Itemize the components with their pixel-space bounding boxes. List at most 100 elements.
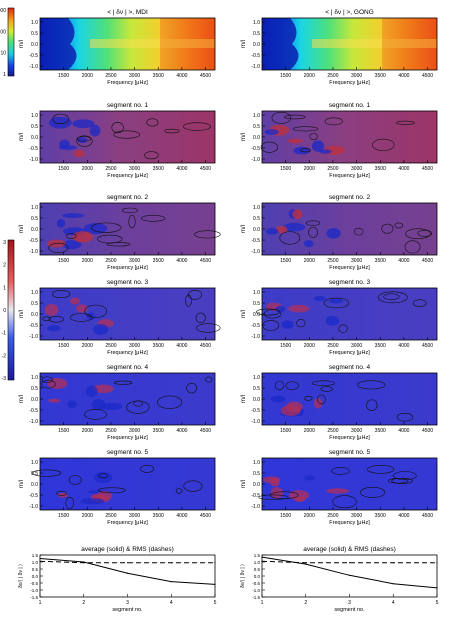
x-tick-label: 4000 [398, 343, 409, 349]
segment-title: segment no. 5 [107, 449, 149, 456]
data-point [305, 562, 307, 564]
y-tick-label: -0.5 [251, 408, 260, 414]
colorbar-tick-label: 1 [3, 72, 6, 78]
contour-line [292, 126, 319, 132]
y-axis-label: m/l [241, 395, 247, 403]
x-tick-label: 4500 [422, 343, 433, 349]
panel-gong-1: 1.0 0.5 0.0 -0.5 -1.0 m/l 1500 2000 2500 3000 3500… [241, 102, 438, 179]
chart-frame [39, 554, 216, 598]
heatmap-fill [40, 458, 215, 510]
contour-line [133, 400, 143, 407]
contour-line [309, 132, 318, 141]
heatmap-fill [262, 458, 437, 510]
data-point [126, 562, 129, 564]
y-tick-label: 0.5 [253, 216, 260, 222]
y-tick-label: 0.0 [253, 312, 260, 318]
x-tick-label: 4500 [422, 166, 433, 172]
data-point [170, 562, 172, 564]
anomaly-blob [62, 213, 85, 218]
x-tick-label: 4500 [200, 513, 211, 519]
colorbar-tick-label: 100 [0, 29, 6, 35]
y-tick-label: 0.5 [31, 31, 38, 37]
y-tick-label: 0.5 [253, 471, 260, 477]
data-point [261, 556, 263, 558]
y-axis-label: m/l [241, 133, 247, 141]
y-tick-label: -1.0 [251, 64, 260, 70]
contour-line [338, 324, 348, 333]
x-tick-label: 2000 [304, 166, 315, 172]
x-tick-label: 4000 [398, 166, 409, 172]
segment-title: segment no. 3 [107, 279, 149, 286]
y-tick-label: -1.0 [29, 64, 38, 70]
anomaly-blob [293, 146, 311, 155]
y-tick-label: -0.5 [29, 323, 38, 329]
colorbar-tick-label: 1 [3, 285, 6, 291]
x-tick-label: 4500 [200, 343, 211, 349]
panel-mdi-1: 1.0 0.5 0.0 -0.5 -1.0 m/l 1500 2000 2500 3000 3500… [19, 102, 216, 179]
contour-line [260, 141, 279, 153]
heatmap-fill [40, 288, 215, 340]
contour-line [320, 386, 333, 392]
x-tick-label: 1500 [280, 428, 291, 434]
y-tick-label: 0.0 [32, 574, 39, 579]
x-tick-label: 3 [348, 600, 351, 606]
x-tick-label: 4500 [200, 73, 211, 79]
data-point [392, 562, 394, 564]
x-tick-label: 1500 [58, 513, 69, 519]
y-tick-label: -0.5 [251, 238, 260, 244]
contour-line [106, 242, 131, 247]
x-tick-label: 2000 [82, 166, 93, 172]
heatmap-panels: 1.0 0.5 0.0 -0.5 -1.0 m/l 1500 2000 2500 3000 3500… [19, 9, 438, 526]
x-tick-label: 3000 [351, 513, 362, 519]
x-tick-label: 3500 [153, 513, 164, 519]
panel-mdi-4: 1.0 0.5 0.0 -0.5 -1.0 m/l 1500 2000 2500 3000 3500… [19, 364, 216, 441]
contour-line [56, 490, 67, 496]
contour-line [393, 471, 417, 481]
anomaly-blob [319, 149, 332, 154]
contour-line [113, 130, 141, 139]
average-rms-panels: 1 2 3 4 5 1.5 1.0 0.5 0.0 -0.5 -1.0 -1.5 segment no.… [18, 546, 439, 613]
x-tick-label: 1 [261, 600, 264, 606]
contour-line [48, 315, 65, 323]
contour-line [121, 207, 138, 214]
x-tick-label: 2000 [304, 343, 315, 349]
anomaly-blob [47, 239, 66, 248]
colorbar-tick-label: -1 [2, 331, 7, 337]
x-tick-label: 2000 [82, 513, 93, 519]
x-tick-label: 2500 [105, 73, 116, 79]
y-tick-label: 0.0 [253, 482, 260, 488]
x-tick-label: 4000 [176, 343, 187, 349]
y-tick-label: -1.0 [29, 334, 38, 340]
y-tick-label: -0.5 [252, 581, 260, 586]
x-tick-label: 3000 [129, 428, 140, 434]
contour-line [76, 136, 92, 142]
contour-line [194, 230, 221, 239]
panel-title: < | δν | >, GONG [325, 9, 374, 16]
y-tick-label: 0.0 [31, 42, 38, 48]
x-tick-label: 5 [436, 600, 439, 606]
anomaly-blob [72, 231, 94, 243]
y-tick-label: -1.0 [251, 419, 260, 425]
contour-line [360, 486, 386, 498]
x-tick-label: 2500 [327, 513, 338, 519]
x-axis-label: Frequency [μHz] [107, 265, 148, 271]
x-tick-label: 3000 [351, 166, 362, 172]
anomaly-blob [47, 325, 61, 332]
x-tick-label: 3500 [153, 428, 164, 434]
anomaly-blob [287, 138, 303, 144]
contour-line [383, 293, 400, 300]
anomaly-blob [282, 222, 306, 232]
colorbar-tick-label: 2 [3, 263, 6, 269]
anomaly-blob [80, 498, 105, 505]
segment-title: segment no. 1 [329, 102, 371, 109]
x-tick-label: 3500 [375, 73, 386, 79]
y-tick-label: -1.0 [251, 249, 260, 255]
contour-line [381, 223, 394, 234]
x-tick-label: 4500 [422, 73, 433, 79]
contour-line [391, 477, 413, 484]
segment-title: segment no. 2 [107, 194, 149, 201]
segment-title: segment no. 4 [107, 364, 149, 371]
panel-mdi-0: 1.0 0.5 0.0 -0.5 -1.0 m/l 1500 2000 2500 3000 3500… [19, 9, 216, 86]
y-tick-label: 1.0 [31, 205, 38, 211]
y-tick-label: 1.0 [253, 113, 260, 119]
